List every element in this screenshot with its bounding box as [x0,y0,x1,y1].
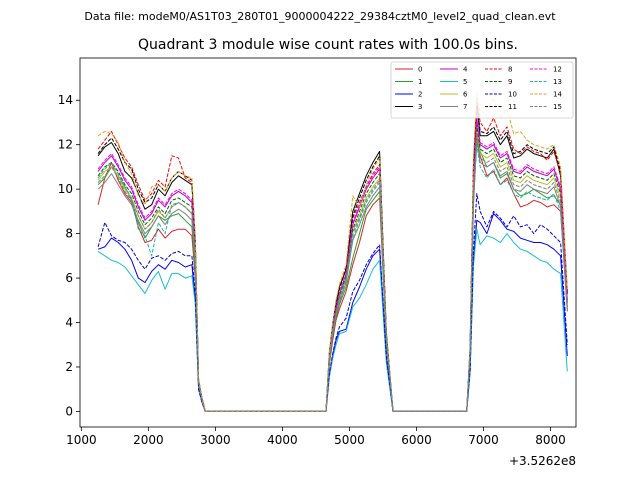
x-tick-label: 4000 [267,433,298,447]
x-tick-label: 1000 [66,433,97,447]
x-offset-label: +3.5262e8 [509,454,576,468]
y-tick-label: 2 [65,360,73,374]
legend-label-7: 7 [463,103,467,111]
y-tick-label: 14 [58,93,73,107]
x-tick-label: 8000 [535,433,566,447]
plot-frame [79,57,577,428]
x-tick-label: 2000 [133,433,164,447]
y-tick-label: 4 [65,316,73,330]
legend-label-3: 3 [418,103,422,111]
x-tick-label: 7000 [468,433,499,447]
x-tick-label: 5000 [334,433,365,447]
legend-label-1: 1 [418,78,422,86]
series-line-8 [97,99,568,412]
legend-label-8: 8 [508,66,512,74]
legend-label-6: 6 [463,91,468,99]
data-file-caption: Data file: modeM0/AS1T03_280T01_90000042… [84,10,556,23]
legend-label-9: 9 [508,78,512,86]
series-line-10 [97,193,568,412]
y-tick-label: 0 [65,404,73,418]
series-line-4 [97,119,568,412]
series-line-2 [97,213,568,412]
series-line-3 [97,106,568,412]
y-tick-label: 6 [65,271,73,285]
legend-label-12: 12 [553,66,562,74]
axes: 1000 2000 3000 4000 5000 6000 7000 800002468101… [58,57,577,447]
legend-label-0: 0 [418,66,422,74]
y-tick-label: 8 [65,227,73,241]
series-line-0 [97,137,568,412]
chart-title: Quadrant 3 module wise count rates with … [138,37,518,53]
legend-label-11: 11 [508,103,517,111]
legend-label-10: 10 [508,91,517,99]
legend-label-2: 2 [418,91,422,99]
legend-label-14: 14 [553,91,562,99]
y-tick-label: 10 [58,182,73,196]
series-line-1 [97,130,568,412]
series-line-14 [97,93,568,412]
legend-label-15: 15 [553,103,562,111]
x-tick-label: 3000 [200,433,231,447]
series-line-5 [97,228,568,412]
y-tick-label: 12 [58,138,73,152]
series-line-7 [97,139,568,412]
legend-label-13: 13 [553,78,562,86]
series-line-15 [97,133,568,412]
legend-box [390,61,574,119]
series-line-9 [97,124,568,412]
plot-lines [97,93,568,412]
legend-label-4: 4 [463,66,468,74]
x-tick-label: 6000 [401,433,432,447]
legend-label-5: 5 [463,78,467,86]
